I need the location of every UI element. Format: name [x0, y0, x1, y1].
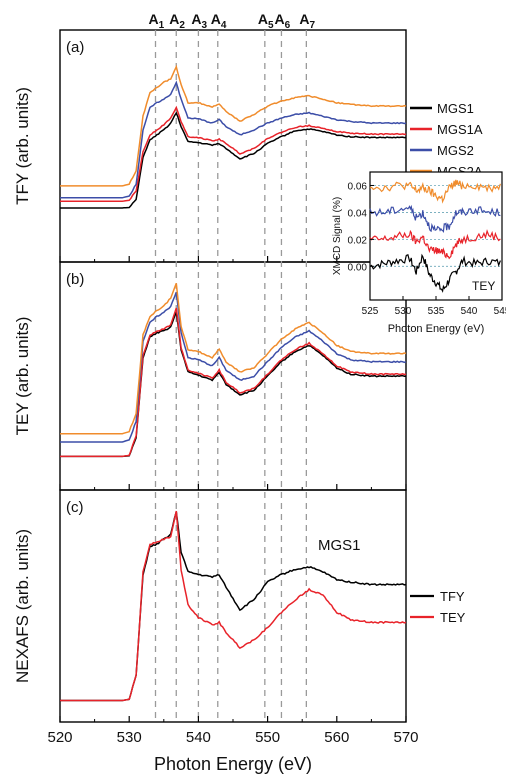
panel-b-ylabel: TEY (arb. units) — [13, 317, 32, 436]
peak-label-7: A7 — [299, 11, 315, 31]
series-mgs1a — [60, 307, 407, 458]
panel-c-annotation: MGS1 — [318, 537, 361, 554]
series-mgs1 — [60, 310, 407, 458]
peak-label-4: A4 — [211, 11, 227, 31]
inset-xtick-label-3: 540 — [461, 306, 478, 317]
inset-series-mgs1 — [369, 253, 501, 293]
legend-label-tfy: TFY — [440, 589, 465, 604]
series-mgs2a — [60, 64, 407, 187]
series-mgs2 — [60, 80, 407, 199]
series-mgs2a — [60, 283, 407, 435]
peak-label-2: A2 — [169, 11, 185, 31]
panel-b-series — [60, 283, 407, 458]
x-tick-label-2: 540 — [186, 729, 211, 746]
inset-annotation: TEY — [472, 279, 495, 293]
inset-ytick-label-1: 0.02 — [348, 235, 368, 246]
inset-xtick-label-2: 535 — [428, 306, 445, 317]
x-tick-label-5: 570 — [393, 729, 418, 746]
x-tick-label-3: 550 — [255, 729, 280, 746]
panel-c-label: (c) — [66, 499, 84, 516]
inset-xlabel: Photon Energy (eV) — [388, 323, 485, 335]
x-tick-label-4: 560 — [324, 729, 349, 746]
peak-dashed-lines — [154, 30, 308, 722]
inset-series-mgs2 — [369, 204, 501, 233]
inset-xmcd: 0.00 0.02 0.04 0.06 525 530 535 540 545 Photon En… — [332, 171, 506, 335]
inset-series-mgs1a — [369, 229, 501, 260]
inset-ylabel: XMCD Signal (%) — [332, 197, 343, 275]
panel-c-frame — [59, 489, 407, 723]
legend-label-mgs2: MGS2 — [437, 143, 474, 158]
inset-ytick-label-3: 0.06 — [348, 181, 368, 192]
inset-xtick-label-1: 530 — [395, 306, 412, 317]
panel-c-series — [60, 510, 407, 702]
x-tick-label-0: 520 — [47, 729, 72, 746]
peak-label-1: A1 — [148, 11, 164, 31]
series-mgs1 — [60, 111, 407, 209]
x-axis-label: Photon Energy (eV) — [154, 754, 312, 774]
peak-labels: A1 A2 A3 A4 A5 A6 A7 — [148, 11, 315, 31]
series-mgs2 — [60, 291, 407, 443]
peak-label-3: A3 — [191, 11, 207, 31]
legend-label-mgs1: MGS1 — [437, 101, 474, 116]
series-mgs1a — [60, 105, 407, 202]
panel-a-label: (a) — [66, 39, 84, 56]
panel-a-ylabel: TFY (arb. units) — [13, 87, 32, 205]
x-axis-ticks: 520 530 540 550 560 570 — [47, 256, 419, 746]
peak-label-6: A6 — [274, 11, 290, 31]
legend-label-tey: TEY — [440, 610, 466, 625]
x-tick-label-1: 530 — [117, 729, 142, 746]
series-tey — [60, 510, 407, 702]
legend-panel-a: MGS1MGS1AMGS2MGS2A — [410, 101, 483, 179]
legend-label-mgs1a: MGS1A — [437, 122, 483, 137]
inset-xtick-label-4: 545 — [494, 306, 506, 317]
panel-c-ylabel: NEXAFS (arb. units) — [13, 529, 32, 683]
panel-a-frame — [59, 29, 407, 263]
panel-b-label: (b) — [66, 271, 84, 288]
inset-series-mgs2a — [369, 179, 501, 204]
peak-label-5: A5 — [258, 11, 274, 31]
inset-ytick-label-0: 0.00 — [348, 262, 368, 273]
legend-panel-c: TFY TEY — [410, 589, 466, 625]
inset-ytick-label-2: 0.04 — [348, 208, 368, 219]
panel-a-series — [60, 64, 407, 209]
inset-xtick-label-0: 525 — [362, 306, 379, 317]
